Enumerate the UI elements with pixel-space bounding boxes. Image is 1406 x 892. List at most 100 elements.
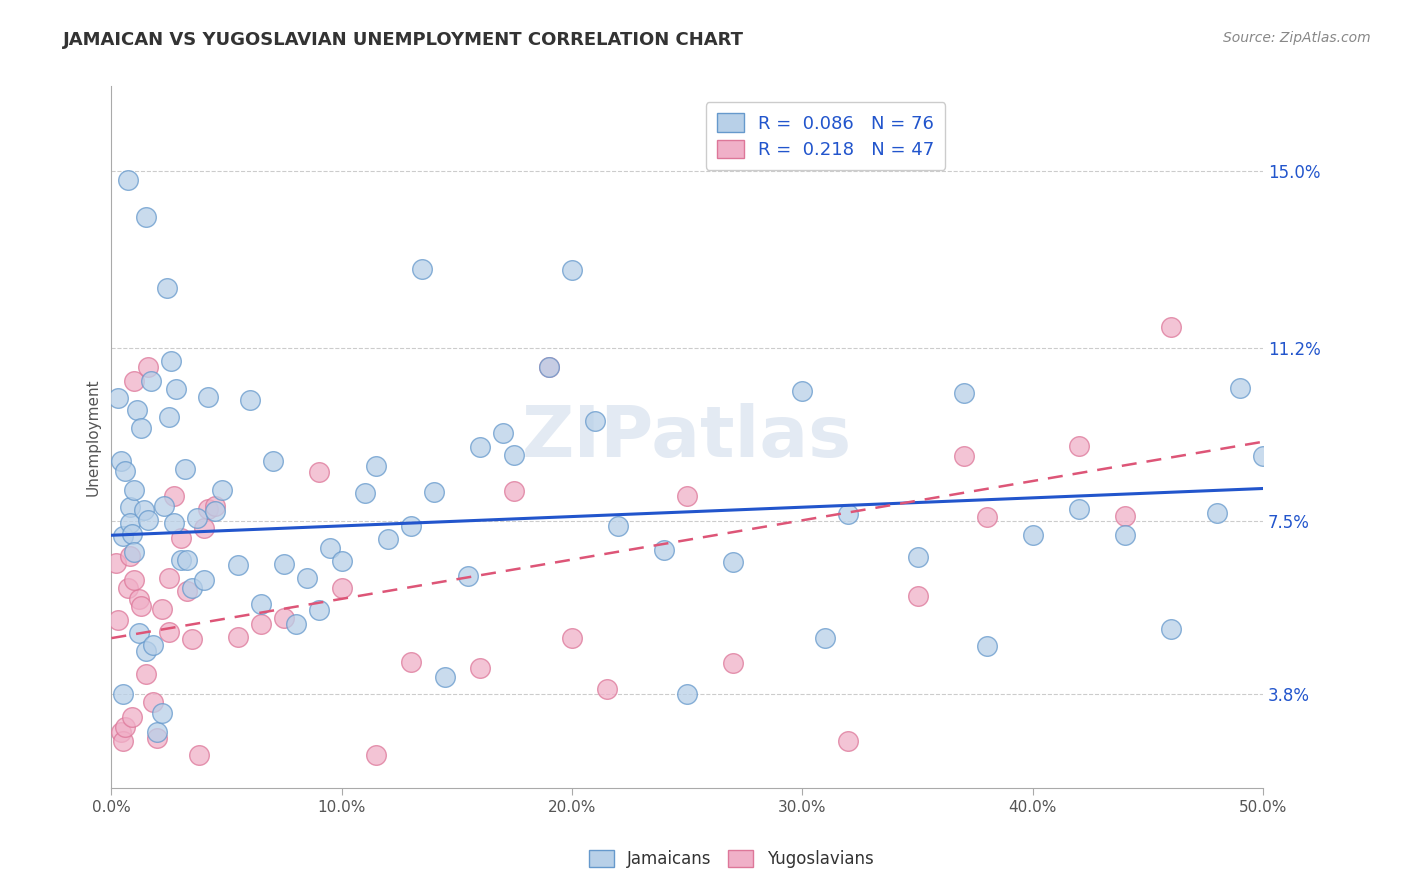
Point	[193, 521, 215, 535]
Point	[181, 582, 204, 596]
Point	[837, 507, 859, 521]
Point	[595, 682, 617, 697]
Point	[411, 261, 433, 276]
Point	[124, 483, 146, 497]
Y-axis label: Unemployment: Unemployment	[86, 378, 100, 496]
Point	[204, 499, 226, 513]
Point	[117, 581, 139, 595]
Point	[723, 656, 745, 670]
Point	[105, 556, 128, 570]
Point	[114, 720, 136, 734]
Point	[118, 500, 141, 515]
Point	[146, 731, 169, 745]
Point	[111, 529, 134, 543]
Point	[135, 211, 157, 225]
Point	[124, 573, 146, 587]
Point	[156, 280, 179, 294]
Point	[157, 571, 180, 585]
Point	[142, 638, 165, 652]
Point	[110, 454, 132, 468]
Point	[169, 531, 191, 545]
Point	[193, 574, 215, 588]
Point	[157, 410, 180, 425]
Point	[111, 734, 134, 748]
Point	[136, 359, 159, 374]
Point	[468, 661, 491, 675]
Point	[107, 614, 129, 628]
Point	[124, 545, 146, 559]
Point	[1206, 506, 1229, 520]
Point	[211, 483, 233, 497]
Point	[250, 616, 273, 631]
Point	[239, 393, 262, 408]
Point	[434, 670, 457, 684]
Point	[295, 571, 318, 585]
Point	[1114, 528, 1136, 542]
Point	[226, 630, 249, 644]
Point	[174, 462, 197, 476]
Point	[503, 448, 526, 462]
Point	[118, 516, 141, 531]
Point	[353, 486, 375, 500]
Legend: R =  0.086   N = 76, R =  0.218   N = 47: R = 0.086 N = 76, R = 0.218 N = 47	[706, 103, 945, 170]
Point	[110, 724, 132, 739]
Point	[131, 421, 153, 435]
Point	[399, 518, 422, 533]
Point	[250, 598, 273, 612]
Point	[583, 414, 606, 428]
Point	[169, 553, 191, 567]
Point	[139, 374, 162, 388]
Point	[952, 449, 974, 463]
Point	[976, 639, 998, 653]
Point	[366, 459, 388, 474]
Point	[111, 687, 134, 701]
Point	[187, 747, 209, 762]
Point	[197, 502, 219, 516]
Text: ZIPatlas: ZIPatlas	[522, 402, 852, 472]
Point	[1022, 528, 1045, 542]
Point	[1160, 622, 1182, 636]
Point	[118, 549, 141, 563]
Point	[121, 527, 143, 541]
Point	[204, 504, 226, 518]
Point	[676, 489, 699, 503]
Point	[538, 359, 561, 374]
Point	[165, 382, 187, 396]
Point	[377, 532, 399, 546]
Point	[468, 441, 491, 455]
Point	[319, 541, 342, 556]
Point	[976, 510, 998, 524]
Point	[1067, 501, 1090, 516]
Legend: Jamaicans, Yugoslavians: Jamaicans, Yugoslavians	[582, 843, 880, 875]
Point	[162, 516, 184, 530]
Point	[150, 602, 173, 616]
Point	[197, 390, 219, 404]
Point	[226, 558, 249, 572]
Point	[676, 687, 699, 701]
Point	[117, 173, 139, 187]
Point	[128, 592, 150, 607]
Point	[160, 353, 183, 368]
Point	[162, 489, 184, 503]
Point	[124, 374, 146, 388]
Point	[142, 695, 165, 709]
Point	[1251, 449, 1274, 463]
Point	[792, 384, 814, 398]
Point	[157, 625, 180, 640]
Point	[1229, 381, 1251, 395]
Point	[607, 519, 630, 533]
Point	[128, 626, 150, 640]
Point	[150, 706, 173, 720]
Point	[1114, 508, 1136, 523]
Point	[652, 543, 675, 558]
Point	[132, 503, 155, 517]
Point	[503, 483, 526, 498]
Point	[1160, 320, 1182, 334]
Point	[135, 666, 157, 681]
Text: Source: ZipAtlas.com: Source: ZipAtlas.com	[1223, 31, 1371, 45]
Point	[136, 513, 159, 527]
Point	[284, 617, 307, 632]
Point	[273, 611, 295, 625]
Point	[907, 549, 929, 564]
Point	[423, 485, 446, 500]
